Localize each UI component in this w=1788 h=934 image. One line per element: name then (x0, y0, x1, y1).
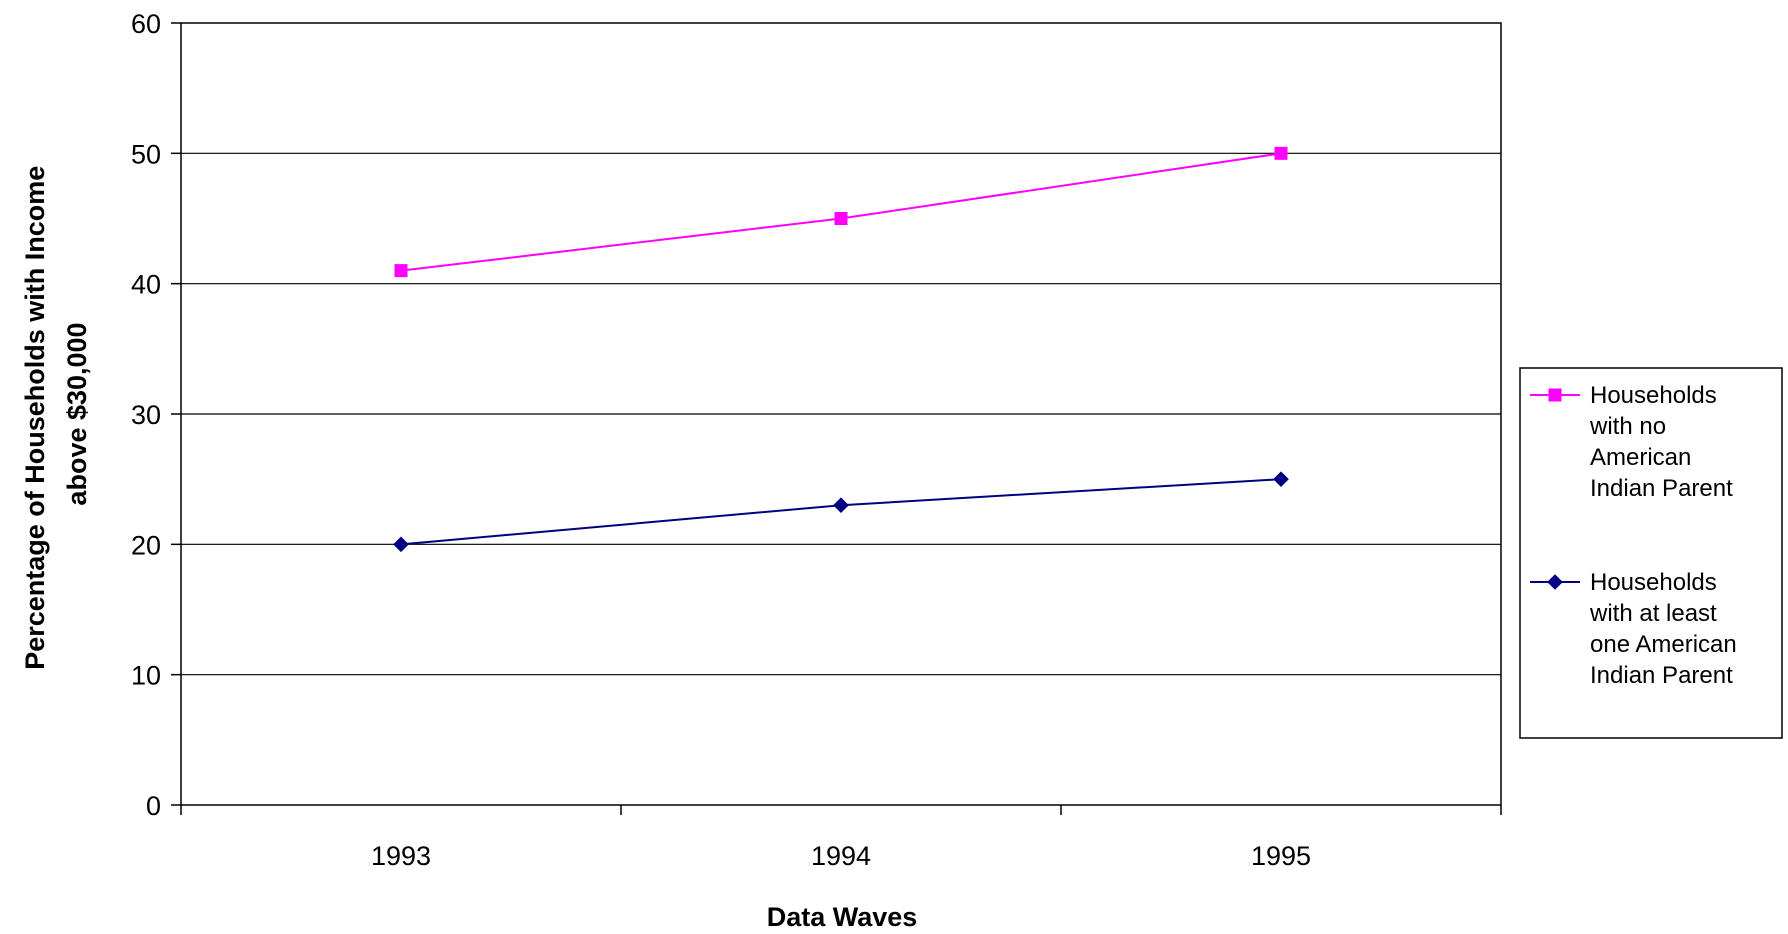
y-axis-title: Percentage of Households with Income abo… (20, 158, 92, 670)
x-axis-tick-marks (180, 805, 1502, 815)
series-1 (394, 146, 1288, 278)
x-axis: 1993 1994 1995 (371, 841, 1311, 871)
x-tick-label: 1993 (371, 841, 431, 871)
data-point-marker (394, 264, 408, 278)
legend-label-line: one American (1590, 631, 1737, 658)
legend-entry-2: Households with at least one American India… (1530, 569, 1737, 689)
y-tick-label: 40 (131, 270, 161, 300)
legend-label-line: Households (1590, 569, 1717, 596)
y-tick-label: 20 (131, 530, 161, 560)
data-point-marker (1274, 146, 1288, 160)
svg-text:Percentage of Households with: Percentage of Households with Income abo… (20, 158, 92, 670)
y-tick-label: 10 (131, 661, 161, 691)
y-axis: 0 10 20 30 40 50 60 (131, 9, 181, 821)
data-point-marker (834, 212, 848, 225)
plot-area (180, 22, 1502, 815)
data-point-marker (833, 497, 849, 514)
series-2 (393, 471, 1289, 553)
legend-label-line: Households (1590, 382, 1717, 409)
legend-label-line: Indian Parent (1590, 475, 1733, 502)
y-tick-label: 60 (131, 9, 161, 39)
x-tick-label: 1994 (811, 841, 871, 871)
legend-box (1519, 367, 1783, 739)
x-axis-title: Data Waves (767, 902, 918, 932)
legend-label-line: Indian Parent (1590, 662, 1733, 689)
x-tick-label: 1995 (1251, 841, 1311, 871)
y-axis-title-line-1: Percentage of Households with Income (20, 166, 50, 670)
y-tick-label: 30 (131, 400, 161, 430)
legend-label-line: with no (1589, 413, 1666, 440)
legend-entry-1: Households with no American Indian Parent (1530, 382, 1733, 502)
series-layer (393, 146, 1289, 553)
data-point-marker (1273, 471, 1289, 487)
legend-marker (1547, 574, 1563, 590)
y-axis-title-line-2: above $30,000 (62, 322, 92, 505)
data-point-marker (393, 536, 409, 553)
y-tick-label: 0 (146, 791, 161, 821)
legend-label-line: with at least (1589, 600, 1717, 627)
legend-label-line: American (1590, 444, 1691, 471)
y-tick-label: 50 (131, 139, 161, 169)
legend-marker (1548, 388, 1562, 402)
